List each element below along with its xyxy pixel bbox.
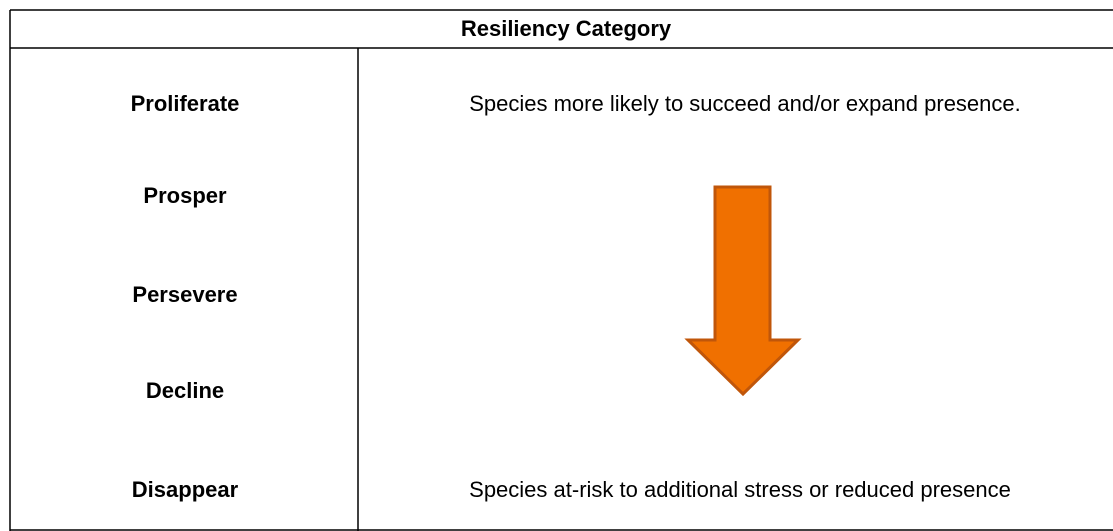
category-label: Persevere bbox=[132, 282, 237, 307]
description-bottom: Species at-risk to additional stress or … bbox=[469, 477, 1011, 502]
category-label: Proliferate bbox=[131, 91, 240, 116]
category-column: Proliferate Prosper Persevere Decline Disapp… bbox=[131, 91, 240, 502]
down-arrow bbox=[684, 185, 802, 397]
table-header: Resiliency Category bbox=[461, 16, 672, 41]
category-label: Decline bbox=[146, 378, 224, 403]
description-top: Species more likely to succeed and/or ex… bbox=[469, 91, 1021, 116]
category-label: Prosper bbox=[143, 183, 227, 208]
category-label: Disappear bbox=[132, 477, 239, 502]
